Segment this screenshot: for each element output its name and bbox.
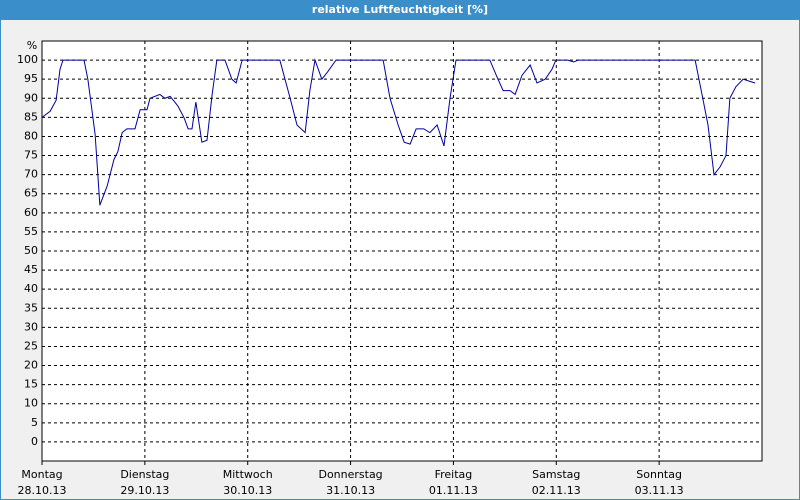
y-tick-label: 40 bbox=[24, 282, 38, 295]
x-tick-date: 30.10.13 bbox=[223, 484, 272, 497]
y-tick-label: 50 bbox=[24, 244, 38, 257]
y-tick-label: 90 bbox=[24, 91, 38, 104]
x-tick-label: Dienstag bbox=[120, 468, 169, 481]
x-tick-date: 03.11.13 bbox=[635, 484, 684, 497]
x-tick-date: 02.11.13 bbox=[532, 484, 581, 497]
y-tick-label: 15 bbox=[24, 378, 38, 391]
y-tick-label: 95 bbox=[24, 72, 38, 85]
y-tick-label: 80 bbox=[24, 129, 38, 142]
y-tick-label: 75 bbox=[24, 149, 38, 162]
x-tick-label: Samstag bbox=[532, 468, 580, 481]
x-tick-date: 28.10.13 bbox=[18, 484, 67, 497]
y-tick-label: 25 bbox=[24, 339, 38, 352]
chart-title: relative Luftfeuchtigkeit [%] bbox=[312, 3, 488, 16]
x-tick-label: Sonntag bbox=[636, 468, 682, 481]
y-tick-label: 35 bbox=[24, 301, 38, 314]
y-tick-label: 70 bbox=[24, 168, 38, 181]
y-tick-label: 20 bbox=[24, 359, 38, 372]
y-tick-label: 55 bbox=[24, 225, 38, 238]
x-tick-date: 31.10.13 bbox=[326, 484, 375, 497]
x-tick-date: 29.10.13 bbox=[120, 484, 169, 497]
y-tick-label: 45 bbox=[24, 263, 38, 276]
y-tick-label: 30 bbox=[24, 320, 38, 333]
x-tick-date: 01.11.13 bbox=[429, 484, 478, 497]
x-tick-label: Montag bbox=[21, 468, 62, 481]
x-tick-label: Freitag bbox=[435, 468, 473, 481]
y-tick-label: 60 bbox=[24, 206, 38, 219]
y-tick-label: 10 bbox=[24, 397, 38, 410]
y-tick-label: 5 bbox=[31, 416, 38, 429]
y-tick-label: 100 bbox=[17, 53, 38, 66]
y-axis-label: % bbox=[27, 39, 37, 52]
y-tick-label: 85 bbox=[24, 110, 38, 123]
x-tick-label: Donnerstag bbox=[318, 468, 382, 481]
y-tick-label: 0 bbox=[31, 435, 38, 448]
x-tick-label: Mittwoch bbox=[223, 468, 273, 481]
title-bar bbox=[0, 0, 800, 20]
data-line bbox=[41, 58, 756, 206]
y-tick-label: 65 bbox=[24, 187, 38, 200]
